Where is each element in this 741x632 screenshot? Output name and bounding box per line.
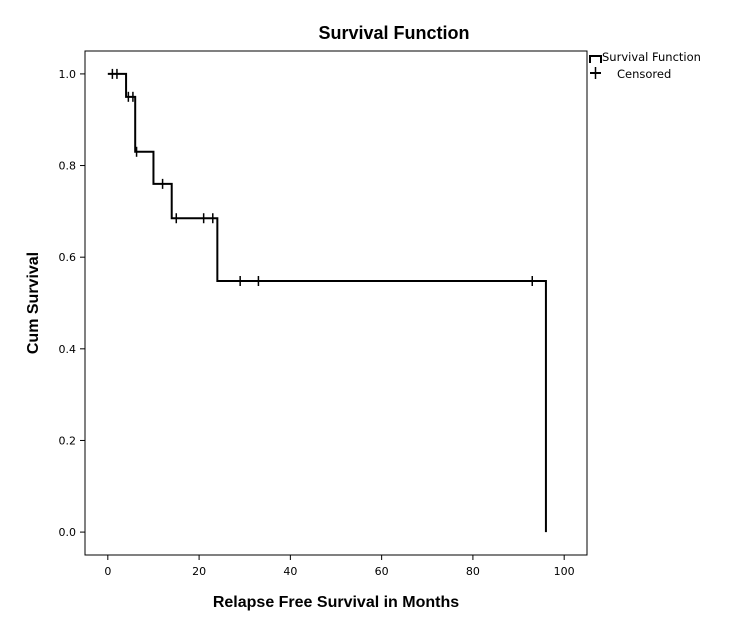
y-tick-label: 0.2	[59, 434, 77, 447]
series-layer	[107, 68, 547, 533]
legend: Survival Function Censored	[589, 50, 701, 81]
y-tick-label: 0.6	[59, 251, 77, 264]
x-tick-label: 80	[466, 565, 480, 578]
survival-step-line	[107, 72, 547, 533]
legend-label-censored: Censored	[617, 67, 671, 81]
y-tick-label: 0.8	[59, 160, 77, 173]
chart-title: Survival Function	[318, 23, 469, 43]
x-tick-label: 100	[554, 565, 575, 578]
y-tick-label: 1.0	[59, 68, 77, 81]
legend-label-survival: Survival Function	[602, 50, 701, 64]
plot-frame	[84, 50, 588, 556]
x-axis: 0 20 40 60 80 100	[104, 555, 575, 578]
y-axis: 0.0 0.2 0.4 0.6 0.8 1.0	[59, 68, 85, 539]
x-tick-label: 60	[375, 565, 389, 578]
x-tick-label: 40	[283, 565, 297, 578]
y-tick-label: 0.0	[59, 526, 77, 539]
x-tick-label: 20	[192, 565, 206, 578]
y-tick-label: 0.4	[59, 343, 77, 356]
x-axis-label: Relapse Free Survival in Months	[213, 594, 459, 611]
y-axis-label: Cum Survival	[25, 252, 42, 354]
legend-step-symbol	[589, 55, 602, 63]
x-tick-label: 0	[104, 565, 111, 578]
